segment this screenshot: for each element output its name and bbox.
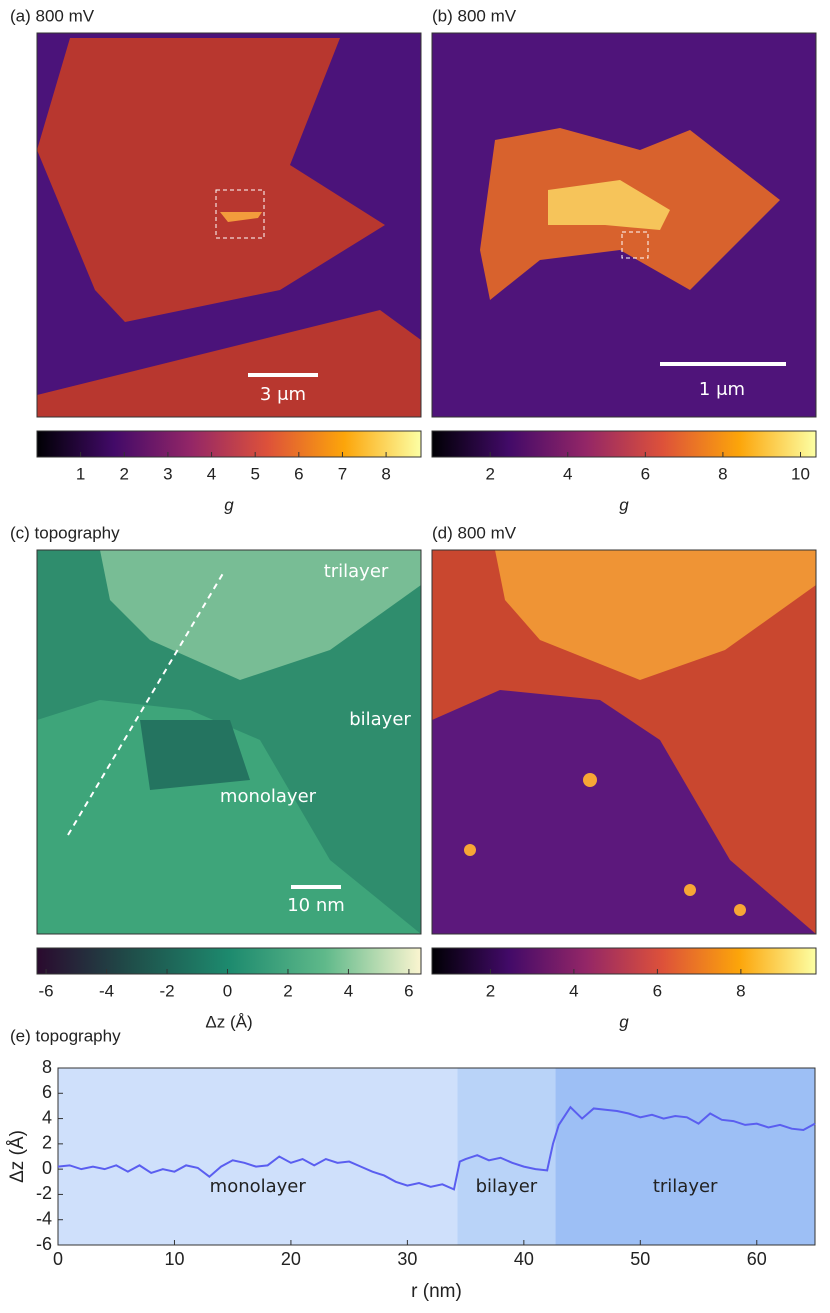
colorbar-tick-label: -6 bbox=[39, 981, 54, 1000]
x-tick-label: 10 bbox=[164, 1249, 184, 1269]
colorbar-label: g bbox=[619, 495, 629, 514]
x-tick-label: 50 bbox=[630, 1249, 650, 1269]
colorbar-tick-label: 4 bbox=[344, 981, 353, 1000]
colorbar-tick-label: -2 bbox=[159, 981, 174, 1000]
colorbar-tick-label: -4 bbox=[99, 981, 114, 1000]
colorbar bbox=[431, 947, 817, 975]
colorbar-tick-label: 2 bbox=[283, 981, 292, 1000]
colorbar-tick-label: 8 bbox=[381, 464, 390, 483]
colorbar-tick-label: 4 bbox=[569, 981, 578, 1000]
x-tick-label: 30 bbox=[397, 1249, 417, 1269]
x-tick-label: 60 bbox=[747, 1249, 767, 1269]
colorbar-label: Δz (Å) bbox=[205, 1012, 252, 1031]
annotation: 1 μm bbox=[699, 379, 745, 400]
panel-title: (d) 800 mV bbox=[432, 523, 517, 542]
colorbar-tick-label: 3 bbox=[163, 464, 172, 483]
frame bbox=[36, 549, 422, 935]
x-tick-label: 40 bbox=[514, 1249, 534, 1269]
frame bbox=[431, 549, 817, 935]
colorbar bbox=[431, 430, 817, 458]
region-label: monolayer bbox=[210, 1176, 307, 1197]
image-a bbox=[37, 33, 421, 417]
frame bbox=[431, 32, 817, 418]
y-tick-label: -4 bbox=[36, 1208, 52, 1228]
image-c bbox=[37, 550, 421, 934]
y-tick-label: 6 bbox=[42, 1082, 52, 1102]
x-axis-label: r (nm) bbox=[411, 1281, 462, 1302]
colorbar-tick-label: 10 bbox=[791, 464, 810, 483]
colorbar-label: g bbox=[224, 495, 234, 514]
region-label: trilayer bbox=[653, 1176, 718, 1197]
colorbar-tick-label: 5 bbox=[250, 464, 259, 483]
colorbar-tick-label: 8 bbox=[718, 464, 727, 483]
colorbar-tick-label: 2 bbox=[485, 464, 494, 483]
profile-line bbox=[57, 1105, 816, 1191]
colorbar-tick-label: 1 bbox=[76, 464, 85, 483]
colorbar bbox=[36, 947, 422, 975]
panel-title: (a) 800 mV bbox=[10, 6, 95, 25]
annotation: 3 μm bbox=[260, 384, 306, 405]
colorbar-tick-label: 4 bbox=[207, 464, 216, 483]
y-tick-label: 4 bbox=[42, 1107, 52, 1127]
colorbar-tick-label: 6 bbox=[294, 464, 303, 483]
frame bbox=[36, 32, 422, 418]
image-d bbox=[432, 550, 816, 934]
region-label: bilayer bbox=[476, 1176, 538, 1197]
annotation: monolayer bbox=[220, 786, 317, 807]
colorbar-tick-label: 6 bbox=[653, 981, 662, 1000]
colorbar-tick-label: 6 bbox=[641, 464, 650, 483]
x-tick-label: 0 bbox=[53, 1249, 63, 1269]
colorbar-tick-label: 7 bbox=[338, 464, 347, 483]
x-tick-label: 20 bbox=[281, 1249, 301, 1269]
y-axis-label: Δz (Å) bbox=[7, 1130, 28, 1183]
plot-frame bbox=[57, 1067, 816, 1246]
colorbar-tick-label: 8 bbox=[736, 981, 745, 1000]
colorbar-label: g bbox=[619, 1012, 629, 1031]
annotation: bilayer bbox=[349, 709, 411, 730]
y-tick-label: 2 bbox=[42, 1133, 52, 1153]
panel-title: (b) 800 mV bbox=[432, 6, 517, 25]
annotation: 10 nm bbox=[287, 895, 345, 916]
annotation: trilayer bbox=[324, 561, 389, 582]
y-tick-label: -6 bbox=[36, 1234, 52, 1254]
colorbar-tick-label: 2 bbox=[120, 464, 129, 483]
panel-title: (c) topography bbox=[10, 523, 120, 542]
region bbox=[555, 1068, 815, 1245]
y-tick-label: 8 bbox=[42, 1057, 52, 1077]
colorbar-tick-label: 6 bbox=[404, 981, 413, 1000]
colorbar bbox=[36, 430, 422, 458]
y-tick-label: 0 bbox=[42, 1158, 52, 1178]
y-tick-label: -2 bbox=[36, 1183, 52, 1203]
panel-title: (e) topography bbox=[10, 1026, 121, 1045]
colorbar-tick-label: 0 bbox=[223, 981, 232, 1000]
image-b bbox=[432, 33, 816, 417]
region bbox=[58, 1068, 458, 1245]
colorbar-tick-label: 2 bbox=[486, 981, 495, 1000]
colorbar-tick-label: 4 bbox=[563, 464, 572, 483]
